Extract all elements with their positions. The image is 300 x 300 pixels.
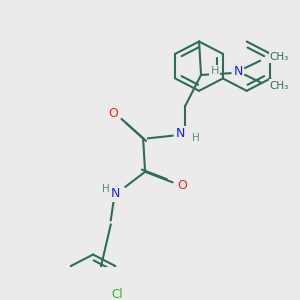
Text: O: O <box>109 107 118 120</box>
Text: H: H <box>102 184 110 194</box>
Text: CH₃: CH₃ <box>270 80 289 91</box>
Text: N: N <box>234 65 243 78</box>
Text: H: H <box>211 66 219 76</box>
Text: CH₃: CH₃ <box>270 52 289 62</box>
Text: H: H <box>192 133 200 143</box>
Text: Cl: Cl <box>111 288 123 300</box>
Text: O: O <box>178 179 187 192</box>
Text: N: N <box>111 187 120 200</box>
Text: N: N <box>176 128 185 140</box>
